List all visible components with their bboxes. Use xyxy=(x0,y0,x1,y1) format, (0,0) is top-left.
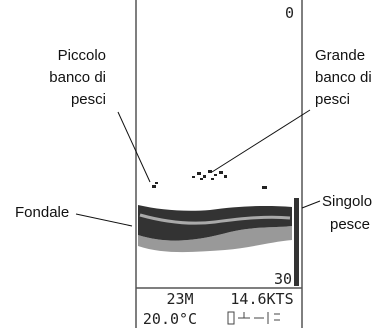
label-line: Grande xyxy=(315,47,365,64)
speed-reading: 14.6KTS xyxy=(230,290,293,308)
label-line: Piccolo xyxy=(58,47,106,64)
temperature-reading: 20.0°C xyxy=(143,310,197,328)
depth-top: 0 xyxy=(285,4,294,22)
label-line: banco di xyxy=(315,69,372,86)
label-line: Singolo xyxy=(322,193,372,210)
depth-bottom: 30 xyxy=(274,270,292,288)
leader-line xyxy=(76,214,132,226)
depth-bar xyxy=(294,198,299,286)
leader-line xyxy=(302,201,320,208)
label-line: pesce xyxy=(330,216,370,233)
depth-reading: 23M xyxy=(166,290,193,308)
label-line: Fondale xyxy=(15,204,69,221)
label-line: pesci xyxy=(71,91,106,108)
fishfinder-diagram: 0 30 23M 14.6KTS 20.0°C Piccolo banco di… xyxy=(0,0,388,328)
label-line: banco di xyxy=(49,69,106,86)
label-line: pesci xyxy=(315,91,350,108)
